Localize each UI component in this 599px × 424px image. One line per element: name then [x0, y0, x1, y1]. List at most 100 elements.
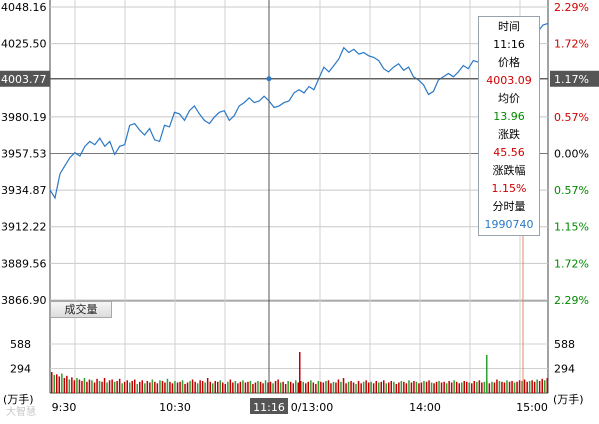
volume-bar	[264, 380, 267, 394]
volume-bar	[478, 380, 481, 394]
volume-bar	[498, 381, 501, 393]
volume-bar	[370, 381, 372, 394]
volume-bar	[312, 382, 315, 393]
volume-bar	[83, 378, 86, 393]
volume-bar	[365, 380, 367, 394]
volume-bar	[300, 381, 302, 393]
volume-bar	[491, 381, 493, 394]
volume-bar	[151, 379, 154, 393]
volume-bar	[169, 381, 171, 394]
volume-bar	[254, 382, 257, 393]
volume-bar	[513, 382, 516, 393]
volume-bar	[249, 381, 252, 393]
percent-tick-label: 0.57%	[554, 111, 589, 124]
volume-bars	[51, 352, 548, 394]
volume-bar	[528, 381, 531, 393]
volume-bar	[209, 381, 211, 394]
volume-bar	[149, 382, 151, 393]
tooltip-volume-value: 1990740	[484, 218, 534, 231]
volume-bar	[413, 381, 415, 393]
volume-bar	[430, 382, 433, 393]
volume-bar	[66, 375, 68, 394]
time-tick-label: 15:00	[516, 401, 548, 414]
price-tick-label: 3934.87	[1, 184, 47, 197]
volume-bar	[212, 383, 214, 394]
volume-bar	[131, 381, 133, 393]
volume-bar	[134, 379, 136, 393]
volume-bar	[103, 378, 106, 393]
volume-bar	[428, 380, 430, 394]
volume-bar	[284, 384, 287, 393]
volume-bar	[317, 381, 320, 393]
tooltip-change-pct-value: 1.15%	[491, 182, 527, 195]
tooltip-change-label: 涨跌	[498, 128, 520, 141]
crosshair[interactable]	[50, 0, 548, 393]
volume-bar	[171, 383, 174, 394]
percent-tick-label: 0.57%	[554, 184, 589, 197]
volume-bar	[546, 378, 548, 393]
volume-bar	[473, 381, 475, 393]
volume-bar	[526, 381, 528, 394]
volume-bar	[458, 383, 460, 394]
volume-bar	[405, 383, 408, 394]
volume-bar	[141, 380, 143, 394]
volume-bar	[433, 383, 435, 394]
volume-bar	[310, 380, 312, 394]
volume-bar	[471, 383, 473, 394]
volume-bar	[91, 380, 93, 394]
tooltip-avg-value: 13.96	[493, 110, 525, 123]
volume-bar	[174, 381, 176, 393]
volume-bar	[287, 381, 289, 393]
volume-bar	[239, 381, 242, 394]
price-tick-label: 4003.77	[1, 73, 47, 86]
volume-bar	[516, 381, 518, 394]
volume-bar	[418, 383, 420, 394]
volume-bar	[307, 381, 309, 394]
volume-bar	[327, 380, 330, 394]
volume-bar	[332, 381, 335, 394]
volume-bar	[360, 383, 362, 394]
volume-bar	[330, 383, 332, 394]
volume-bar	[214, 381, 216, 393]
volume-bar	[315, 384, 317, 393]
volume-bar	[463, 381, 465, 393]
price-tick-label: 4025.50	[1, 38, 47, 51]
volume-bar	[352, 382, 355, 393]
volume-bar	[423, 381, 425, 393]
price-line	[49, 22, 549, 200]
volume-unit-left: (万手)	[3, 392, 34, 406]
volume-bar	[164, 382, 166, 393]
price-tick-label: 3889.56	[1, 257, 47, 270]
volume-bar	[340, 381, 342, 394]
volume-bar	[181, 380, 184, 394]
volume-bar	[493, 382, 496, 393]
percent-tick-label: 1.17%	[554, 73, 589, 86]
volume-bar	[476, 381, 478, 394]
volume-bar	[496, 379, 498, 393]
volume-bar	[196, 383, 199, 394]
volume-bar	[511, 381, 513, 393]
volume-bar	[267, 382, 269, 393]
volume-bar	[269, 381, 272, 394]
volume-bar	[56, 374, 58, 394]
time-axis-highlight	[250, 398, 288, 414]
volume-bar	[206, 378, 209, 393]
volume-bar	[201, 381, 204, 393]
percent-tick-label: 1.15%	[554, 221, 589, 234]
volume-bar	[538, 381, 541, 393]
tooltip-avg-label: 均价	[498, 92, 520, 105]
volume-bar	[357, 381, 360, 393]
volume-bar	[144, 383, 146, 394]
volume-bar	[335, 382, 337, 393]
volume-bar	[486, 355, 488, 393]
volume-bar	[375, 381, 377, 393]
time-tick-label: 10:30	[159, 401, 191, 414]
volume-indicator-button[interactable]: 成交量	[50, 301, 112, 318]
volume-bar	[533, 381, 536, 394]
volume-bar	[244, 382, 247, 393]
volume-bar	[345, 383, 347, 394]
volume-bar	[410, 382, 413, 393]
volume-bar	[121, 383, 123, 394]
volume-bar	[466, 381, 468, 394]
